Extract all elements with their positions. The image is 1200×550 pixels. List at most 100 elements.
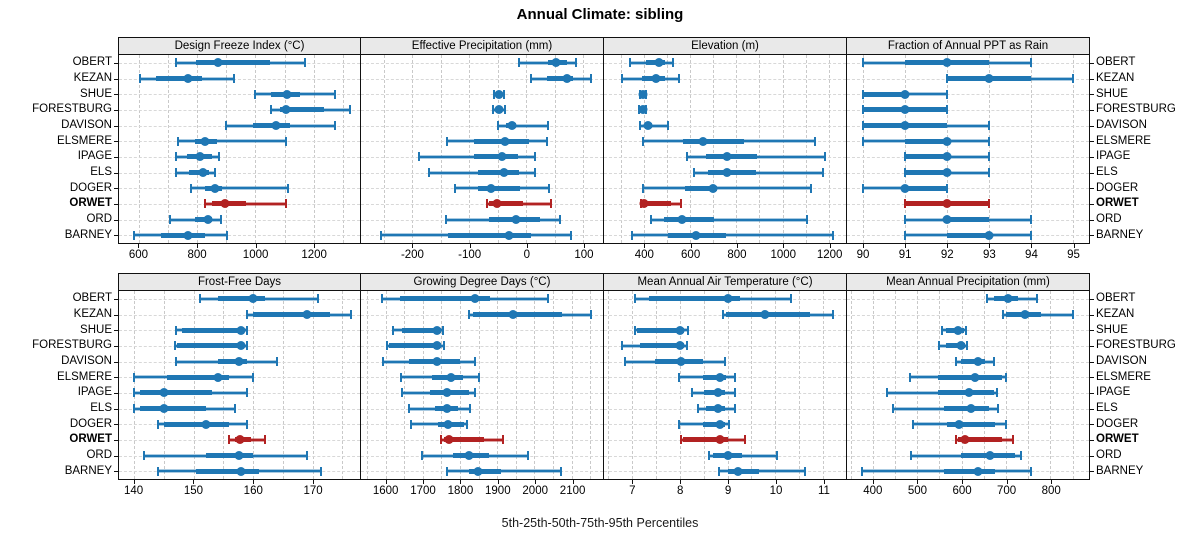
site-label-left: SHUE bbox=[80, 87, 112, 100]
horizontal-gridline bbox=[847, 298, 1089, 300]
whisker-cap bbox=[734, 372, 737, 382]
site-label-right: KEZAN bbox=[1096, 308, 1135, 320]
axis-tick-label: 10 bbox=[769, 485, 783, 497]
median-dot bbox=[654, 58, 664, 68]
vertical-gridline bbox=[1005, 291, 1007, 479]
site-label-left: DOGER bbox=[69, 417, 112, 430]
whisker-cap bbox=[806, 215, 809, 224]
vertical-gridline bbox=[939, 291, 941, 479]
y-axis-tick-left bbox=[114, 439, 118, 441]
vertical-gridline bbox=[515, 291, 517, 479]
y-axis-tick-right bbox=[1090, 172, 1094, 174]
whisker-cap bbox=[707, 451, 710, 460]
whisker-cap bbox=[630, 230, 633, 240]
median-dot bbox=[282, 89, 292, 99]
panel-frost-free-days: Frost-Free Days bbox=[118, 273, 361, 480]
panel-header: Fraction of Annual PPT as Rain bbox=[847, 38, 1089, 55]
median-dot bbox=[234, 357, 244, 366]
y-axis-tick-right bbox=[1090, 235, 1094, 237]
whisker-cap bbox=[1071, 74, 1074, 83]
whisker-cap bbox=[686, 152, 689, 162]
vertical-gridline bbox=[385, 291, 387, 479]
axis-tick-label: -200 bbox=[400, 249, 424, 261]
axis-tick bbox=[497, 480, 499, 484]
vertical-gridline bbox=[775, 291, 777, 479]
range-5-95-line bbox=[650, 218, 808, 221]
y-axis-tick-left bbox=[114, 455, 118, 457]
whisker-cap bbox=[386, 341, 389, 351]
median-dot bbox=[715, 372, 725, 382]
median-dot bbox=[504, 230, 514, 240]
panel-mean-annual-precipitation-mm-: Mean Annual Precipitation (mm) bbox=[847, 273, 1090, 480]
axis-tick-label: 94 bbox=[1025, 249, 1038, 261]
whisker-cap bbox=[157, 466, 160, 476]
horizontal-gridline bbox=[604, 78, 846, 80]
whisker-cap bbox=[1029, 215, 1032, 224]
vertical-gridline bbox=[223, 291, 225, 479]
axis-tick-label: 800 bbox=[187, 249, 207, 261]
site-label-right: ELS bbox=[1096, 166, 1118, 178]
whisker-cap bbox=[945, 89, 948, 99]
range-25-75-bar bbox=[957, 437, 1002, 443]
vertical-gridline bbox=[799, 291, 801, 479]
vertical-gridline bbox=[621, 55, 623, 243]
whisker-cap bbox=[286, 183, 289, 193]
panel-header: Frost-Free Days bbox=[119, 274, 360, 291]
range-25-75-bar bbox=[702, 421, 726, 427]
range-5-95-line bbox=[191, 187, 288, 190]
whisker-cap bbox=[861, 105, 864, 115]
y-axis-tick-right bbox=[1090, 188, 1094, 190]
horizontal-gridline bbox=[604, 109, 846, 111]
site-label-left: ORD bbox=[86, 213, 112, 225]
median-dot bbox=[432, 341, 442, 351]
axis-tick-label: 500 bbox=[907, 485, 928, 497]
median-dot bbox=[220, 199, 230, 209]
axis-tick bbox=[1006, 480, 1008, 484]
whisker-cap bbox=[442, 325, 445, 335]
whisker-cap bbox=[903, 168, 906, 177]
site-label-right: BARNEY bbox=[1096, 228, 1144, 241]
whisker-cap bbox=[534, 152, 537, 162]
whisker-cap bbox=[575, 58, 578, 68]
range-25-75-bar bbox=[904, 138, 947, 144]
range-25-75-bar bbox=[161, 232, 206, 238]
median-dot bbox=[953, 325, 963, 335]
median-dot bbox=[235, 435, 245, 445]
site-label-right: IPAGE bbox=[1096, 150, 1131, 163]
whisker-cap bbox=[649, 215, 652, 224]
whisker-cap bbox=[861, 136, 864, 146]
vertical-gridline bbox=[713, 55, 715, 243]
site-label-left: IPAGE bbox=[77, 386, 112, 399]
vertical-gridline bbox=[404, 291, 406, 479]
whisker-cap bbox=[303, 58, 306, 68]
y-axis-tick-left bbox=[114, 330, 118, 332]
axis-tick bbox=[133, 480, 135, 484]
y-axis-tick-left bbox=[114, 141, 118, 143]
vertical-gridline bbox=[526, 55, 528, 243]
median-dot bbox=[643, 121, 653, 130]
whisker-cap bbox=[861, 466, 864, 476]
whisker-cap bbox=[253, 89, 256, 99]
median-dot bbox=[698, 136, 708, 146]
axis-tick-label: -100 bbox=[458, 249, 482, 261]
whisker-cap bbox=[417, 152, 420, 162]
range-5-95-line bbox=[497, 124, 549, 127]
whisker-cap bbox=[284, 199, 287, 209]
vertical-gridline bbox=[751, 291, 753, 479]
horizontal-gridline bbox=[119, 109, 360, 111]
y-axis-tick-left bbox=[114, 235, 118, 237]
panel-header: Mean Annual Precipitation (mm) bbox=[847, 274, 1089, 291]
median-dot bbox=[964, 388, 974, 398]
axis-tick-label: 600 bbox=[952, 485, 972, 497]
y-axis-tick-right bbox=[1090, 94, 1094, 96]
median-dot bbox=[713, 404, 723, 413]
axis-tick bbox=[138, 244, 140, 248]
axis-tick bbox=[412, 244, 414, 248]
site-label-left: ELSMERE bbox=[57, 134, 112, 147]
panel-header: Elevation (m) bbox=[604, 38, 846, 55]
vertical-gridline bbox=[164, 291, 166, 479]
median-dot bbox=[499, 168, 509, 177]
whisker-cap bbox=[734, 404, 737, 413]
site-label-right: DOGER bbox=[1096, 181, 1139, 194]
median-dot bbox=[954, 419, 964, 429]
